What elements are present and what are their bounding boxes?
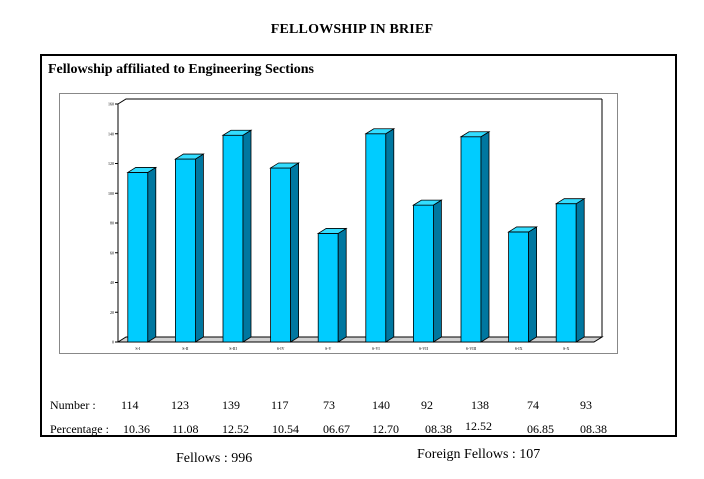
percentage-value: 06.67: [323, 422, 350, 436]
bar-top: [554, 198, 586, 205]
bar-front: [508, 231, 530, 343]
y-tick-label: 80: [110, 221, 114, 226]
number-value: 74: [527, 398, 539, 412]
bar-top: [412, 199, 443, 206]
bar-side: [528, 226, 538, 343]
x-tick-label: S-X: [563, 346, 570, 351]
x-tick-label: S-VI: [372, 346, 380, 351]
percentage-value: 06.85: [527, 422, 554, 436]
number-value: 139: [222, 398, 240, 412]
bar-top: [316, 228, 348, 234]
chart-heading: Fellowship affiliated to Engineering Sec…: [48, 62, 314, 77]
percentage-value: 11.08: [172, 422, 199, 436]
x-tick-label: S-II: [182, 346, 189, 351]
bar-side: [147, 166, 157, 343]
y-tick-label: 40: [110, 280, 114, 285]
percentage-value: 12.70: [372, 422, 399, 436]
bar-side: [242, 129, 252, 343]
percentage-value: 10.54: [272, 422, 299, 436]
bar-front: [222, 134, 244, 343]
y-tick-label: 140: [108, 131, 114, 136]
y-tick-label: 20: [110, 310, 114, 315]
y-tick-label: 100: [108, 191, 114, 196]
bar-side: [337, 227, 347, 343]
number-value: 140: [372, 398, 390, 412]
number-value: 138: [471, 398, 489, 412]
number-value: 117: [271, 398, 289, 412]
bar-top: [174, 153, 205, 160]
x-tick-label: S-IV: [277, 346, 285, 351]
bar-front: [317, 233, 339, 343]
bar-side: [575, 197, 585, 343]
bar-side: [432, 199, 442, 343]
bar-front: [365, 133, 387, 343]
y-tick-label: 120: [108, 161, 114, 166]
number-value: 93: [580, 398, 592, 412]
percentage-value: 08.38: [580, 422, 607, 436]
bar-top: [269, 162, 300, 169]
bar-top: [221, 129, 253, 136]
bar-front: [412, 204, 434, 343]
y-tick-label: 160: [108, 102, 114, 107]
number-value: 73: [323, 398, 335, 412]
fellows-total: Fellows : 996: [176, 451, 253, 466]
percentage-value: 12.52: [465, 419, 492, 433]
y-tick-label: 60: [110, 250, 114, 255]
x-tick-label: S-VIII: [466, 346, 477, 351]
bar-side: [480, 131, 490, 343]
percentage-label: Percentage :: [50, 422, 109, 436]
chart-frame: [40, 54, 677, 437]
bar-side: [290, 162, 300, 343]
page-title: FELLOWSHIP IN BRIEF: [270, 22, 434, 37]
number-value: 92: [421, 398, 433, 412]
bar-front: [460, 136, 482, 343]
x-tick-label: S-V: [325, 346, 332, 351]
bar-chart: 0 20 40 60 80 100 120 140 160 S-I S-II S-III S-IV S-V…: [108, 98, 604, 351]
y-tick-label: 0: [112, 340, 114, 345]
number-label: Number :: [50, 398, 96, 412]
bar-top: [459, 131, 491, 138]
x-tick-label: S-IX: [515, 346, 523, 351]
x-tick-label: S-I: [135, 346, 141, 351]
x-tick-label: S-VII: [419, 346, 429, 351]
bar-side: [194, 153, 204, 343]
number-value: 123: [171, 398, 189, 412]
bar-top: [507, 226, 538, 233]
chart-area: 0 20 40 60 80 100 120 140 160 S-I S-II S-III S-IV S-V…: [59, 93, 618, 354]
number-value: 114: [121, 398, 139, 412]
bar-side: [385, 128, 395, 343]
percentage-value: 10.36: [123, 422, 150, 436]
bar-front: [555, 203, 577, 343]
percentage-value: 08.38: [425, 422, 452, 436]
x-tick-label: S-III: [229, 346, 237, 351]
bar-top: [364, 128, 396, 135]
percentage-value: 12.52: [222, 422, 249, 436]
bar-front: [175, 158, 196, 343]
bar-top: [126, 167, 158, 173]
bar-front: [127, 172, 149, 343]
bar-front: [270, 167, 292, 343]
foreign-fellows-total: Foreign Fellows : 107: [417, 447, 541, 462]
